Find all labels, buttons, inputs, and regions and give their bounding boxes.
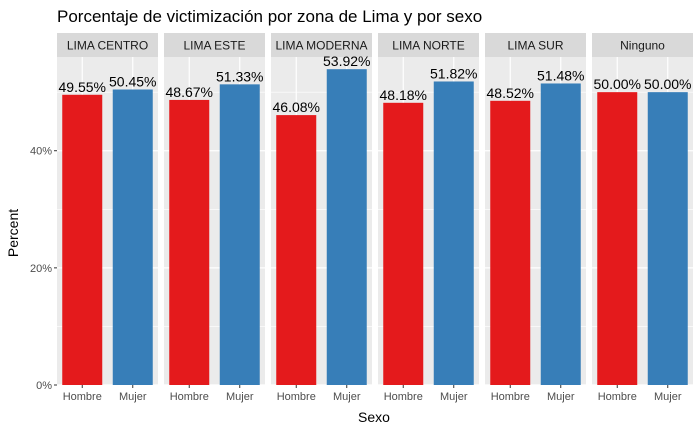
bar-value-label: 51.48%	[537, 67, 584, 83]
y-tick-label: 20%	[30, 263, 52, 275]
facet-strip	[164, 33, 265, 57]
bar-mujer	[326, 69, 367, 385]
bar-mujer	[219, 84, 260, 386]
x-tick-label: Hombre	[170, 391, 209, 403]
x-tick-label: Hombre	[598, 391, 637, 403]
y-axis-title: Percent	[5, 209, 21, 257]
bar-hombre	[490, 100, 531, 385]
bar-mujer	[540, 83, 581, 385]
facet-strip	[271, 33, 372, 57]
bar-hombre	[62, 94, 103, 386]
x-axis-title: Sexo	[358, 409, 390, 425]
bar-hombre	[169, 99, 210, 385]
facet-panel: LIMA MODERNA 46.08% Hombre 53.92% Mujer	[271, 33, 372, 403]
bar-value-label: 48.52%	[487, 85, 534, 101]
bar-hombre	[597, 92, 638, 386]
bar-mujer	[433, 81, 474, 386]
x-tick-label: Hombre	[491, 391, 530, 403]
facet-panel: LIMA SUR 48.52% Hombre 51.48% Mujer	[485, 33, 586, 403]
x-tick-label: Hombre	[384, 391, 423, 403]
bar-mujer	[112, 89, 153, 385]
bar-hombre	[276, 115, 317, 386]
bar-value-label: 48.18%	[380, 87, 427, 103]
facet-strip-label: LIMA MODERNA	[275, 39, 367, 53]
bar-value-label: 46.08%	[273, 99, 320, 115]
facet-panel: LIMA CENTRO 49.55% Hombre 50.45% Mujer	[57, 33, 158, 403]
x-tick-label: Mujer	[547, 391, 575, 403]
bar-value-label: 49.55%	[59, 79, 106, 95]
bar-value-label: 51.33%	[216, 68, 263, 84]
facet-panel: LIMA ESTE 48.67% Hombre 51.33% Mujer	[164, 33, 265, 403]
x-tick-label: Mujer	[333, 391, 361, 403]
facet-strip-label: LIMA SUR	[507, 39, 563, 53]
bar-value-label: 53.92%	[323, 53, 370, 69]
bar-value-label: 50.45%	[109, 74, 156, 90]
facet-strip	[57, 33, 158, 57]
facet-strip-label: Ninguno	[620, 39, 665, 53]
facet-strip	[592, 33, 693, 57]
x-tick-label: Mujer	[226, 391, 254, 403]
x-tick-label: Hombre	[63, 391, 102, 403]
facet-panel: Ninguno 50.00% Hombre 50.00% Mujer	[592, 33, 693, 403]
x-tick-label: Mujer	[440, 391, 468, 403]
bar-hombre	[383, 102, 424, 385]
bar-value-label: 51.82%	[430, 65, 477, 81]
facet-strip	[378, 33, 479, 57]
bar-value-label: 48.67%	[166, 84, 213, 100]
chart-title: Porcentaje de victimización por zona de …	[57, 7, 482, 26]
y-tick-label: 0%	[36, 380, 52, 392]
bar-mujer	[647, 92, 688, 386]
bar-value-label: 50.00%	[644, 76, 691, 92]
x-tick-label: Mujer	[119, 391, 147, 403]
facet-strip-label: LIMA CENTRO	[67, 39, 148, 53]
y-tick-label: 40%	[30, 146, 52, 158]
x-tick-label: Mujer	[654, 391, 682, 403]
x-tick-label: Hombre	[277, 391, 316, 403]
y-axis: 0% 20% 40%	[30, 146, 57, 392]
facet-panel: LIMA NORTE 48.18% Hombre 51.82% Mujer	[378, 33, 479, 403]
facet-strip-label: LIMA ESTE	[183, 39, 245, 53]
facet-strip-label: LIMA NORTE	[392, 39, 464, 53]
facet-strip	[485, 33, 586, 57]
bar-value-label: 50.00%	[594, 76, 641, 92]
